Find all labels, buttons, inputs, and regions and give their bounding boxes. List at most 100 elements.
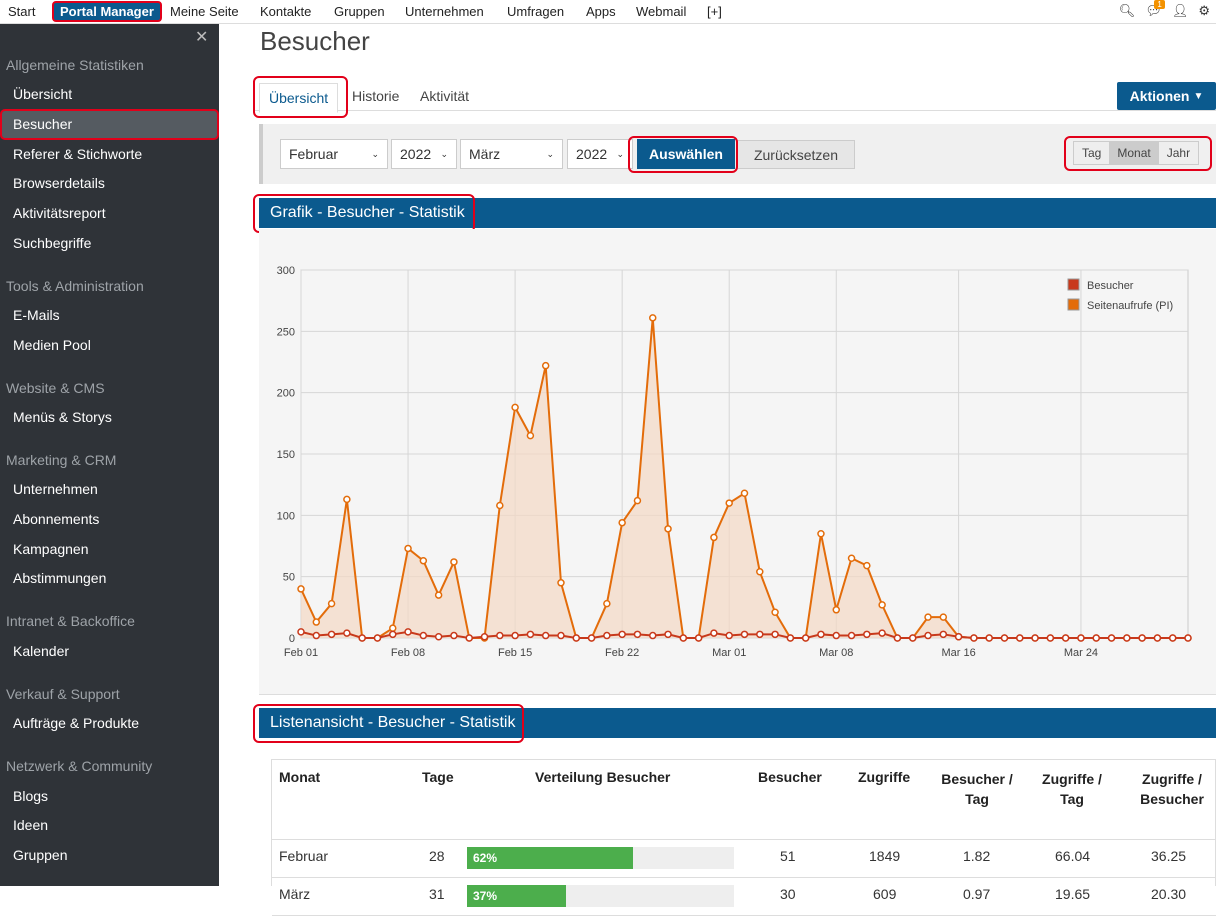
- nav-more[interactable]: [+]: [707, 4, 722, 19]
- data-point: [358, 634, 366, 642]
- filter-bar: Februar ⌄ 2022 ⌄ März ⌄ 2022 ⌄ Auswählen Zur…: [259, 124, 1216, 184]
- tab-uebersicht[interactable]: Übersicht: [259, 83, 339, 113]
- data-point: [725, 631, 733, 640]
- data-point: [1107, 634, 1116, 642]
- list-panel-title: Listenansicht - Besucher - Statistik: [259, 708, 1216, 738]
- nav-start[interactable]: Start: [8, 4, 36, 19]
- actions-button[interactable]: Aktionen ▼: [1117, 82, 1216, 110]
- sidebar-selected-highlight: [0, 109, 219, 140]
- nav-kontakte[interactable]: Kontakte: [260, 4, 312, 19]
- sidebar-item-abstimmungen[interactable]: Abstimmungen: [13, 570, 107, 586]
- chevron-down-icon: ▼: [1193, 90, 1204, 102]
- data-point: [679, 634, 688, 642]
- sidebar-item-suchbegriffe[interactable]: Suchbegriffe: [13, 235, 92, 251]
- data-point: [1031, 634, 1039, 642]
- sidebar-item-ideen[interactable]: Ideen: [13, 817, 49, 833]
- data-point: [939, 630, 948, 639]
- sidebar-item-menues-storys[interactable]: Menüs & Storys: [13, 409, 112, 425]
- nav-umfragen[interactable]: Umfragen: [507, 4, 565, 19]
- data-point: [618, 630, 626, 639]
- nav-webmail[interactable]: Webmail: [636, 4, 687, 19]
- page-title: Besucher: [260, 26, 370, 56]
- nav-apps[interactable]: Apps: [586, 4, 616, 19]
- data-point: [1046, 634, 1055, 642]
- sidebar-item-aktivitaetsreport[interactable]: Aktivitätsreport: [13, 205, 106, 221]
- sidebar-item-kalender[interactable]: Kalender: [13, 643, 70, 659]
- x-tick-label: Mar 16: [941, 647, 975, 659]
- sidebar-item-kampagnen[interactable]: Kampagnen: [13, 541, 89, 557]
- data-point: [297, 585, 305, 593]
- distribution-bar-fill: 62%: [467, 847, 633, 869]
- messages-icon[interactable]: 💬︎ 1: [1145, 0, 1165, 19]
- sidebar-item-gruppen[interactable]: Gruppen: [13, 847, 68, 863]
- close-icon[interactable]: ✕: [195, 29, 209, 46]
- data-point: [648, 631, 657, 640]
- y-tick-label: 100: [277, 510, 295, 522]
- user-icon[interactable]: 👤︎: [1171, 3, 1189, 18]
- nav-meine-seite[interactable]: Meine Seite: [170, 4, 239, 19]
- data-point: [878, 601, 886, 609]
- sidebar-section-title: Tools & Administration: [6, 278, 144, 294]
- from-month-select[interactable]: Februar ⌄: [280, 139, 388, 169]
- select-button[interactable]: Auswählen: [637, 139, 735, 169]
- col-zugriffe-tag: Zugriffe / Tag: [1042, 771, 1102, 807]
- cell-besucher: 30: [780, 886, 796, 902]
- chevron-down-icon: ⌄: [546, 148, 554, 159]
- sidebar-item-uebersicht[interactable]: Übersicht: [13, 86, 73, 102]
- x-tick-label: Mar 01: [712, 647, 746, 659]
- data-point: [389, 624, 397, 632]
- sidebar-item-medien-pool[interactable]: Medien Pool: [13, 337, 91, 353]
- nav-portal-manager[interactable]: Portal Manager: [52, 1, 162, 22]
- nav-unternehmen[interactable]: Unternehmen: [405, 4, 484, 19]
- tab-historie[interactable]: Historie: [352, 88, 400, 104]
- sidebar-item-browserdetails[interactable]: Browserdetails: [13, 175, 105, 191]
- data-point: [970, 634, 978, 642]
- cell-tage: 31: [429, 886, 445, 902]
- sidebar-section-title: Website & CMS: [6, 380, 105, 396]
- col-verteilung: Verteilung Besucher: [535, 769, 671, 785]
- sidebar-item-emails[interactable]: E-Mails: [13, 307, 60, 323]
- col-besucher-tag: Besucher / Tag: [941, 771, 1013, 807]
- reset-button[interactable]: Zurücksetzen: [737, 140, 855, 169]
- nav-gruppen[interactable]: Gruppen: [334, 4, 385, 19]
- cell-besucher-tag: 0.97: [963, 886, 991, 902]
- series-area-pageviews: [301, 317, 1188, 638]
- data-point: [343, 495, 351, 504]
- sidebar-item-besucher[interactable]: Besucher: [13, 116, 73, 132]
- data-point: [603, 599, 611, 608]
- sidebar-section-title: Allgemeine Statistiken: [6, 57, 144, 73]
- period-jahr[interactable]: Jahr: [1166, 146, 1191, 160]
- tab-aktivitaet[interactable]: Aktivität: [420, 88, 470, 104]
- sidebar-item-unternehmen[interactable]: Unternehmen: [13, 481, 98, 497]
- data-point: [419, 631, 428, 640]
- cell-zugriffe-tag: 66.04: [1055, 848, 1091, 864]
- data-point: [1168, 634, 1177, 642]
- x-tick-label: Mar 24: [1064, 647, 1098, 659]
- top-navigation: Start Portal Manager Meine Seite Kontakt…: [0, 0, 1216, 24]
- from-year-select[interactable]: 2022 ⌄: [391, 139, 457, 169]
- to-month-select[interactable]: März ⌄: [460, 139, 563, 169]
- sidebar-item-blogs[interactable]: Blogs: [13, 788, 49, 804]
- settings-icon[interactable]: ⚙: [1198, 3, 1210, 18]
- table-header: Monat Tage Verteilung Besucher Besucher …: [272, 760, 1216, 840]
- visitor-chart: 0 50 100 150 200 250 300 Feb 01 Feb 08 Feb 15 Feb …: [277, 265, 1192, 659]
- x-tick-label: Feb 15: [498, 647, 532, 659]
- data-point: [297, 628, 305, 636]
- data-point: [924, 631, 932, 640]
- sidebar-item-abonnements[interactable]: Abonnements: [13, 511, 100, 527]
- y-tick-label: 300: [277, 265, 295, 277]
- sidebar-item-referer[interactable]: Referer & Stichworte: [13, 146, 143, 162]
- distribution-bar: 37%: [467, 885, 734, 907]
- data-point: [343, 629, 351, 637]
- search-zoom-icon[interactable]: 🔍︎: [1118, 3, 1136, 18]
- data-point: [603, 631, 611, 640]
- period-tag[interactable]: Tag: [1082, 146, 1102, 160]
- sidebar-item-auftraege[interactable]: Aufträge & Produkte: [13, 715, 140, 731]
- data-point: [939, 613, 948, 621]
- main-content: Besucher Übersicht Historie Aktivität Ak…: [219, 24, 1216, 916]
- data-point: [480, 633, 489, 641]
- data-point: [511, 403, 519, 412]
- period-monat[interactable]: Monat: [1109, 142, 1159, 164]
- to-year-select[interactable]: 2022 ⌄: [567, 139, 633, 169]
- legend-swatch: [1067, 298, 1080, 311]
